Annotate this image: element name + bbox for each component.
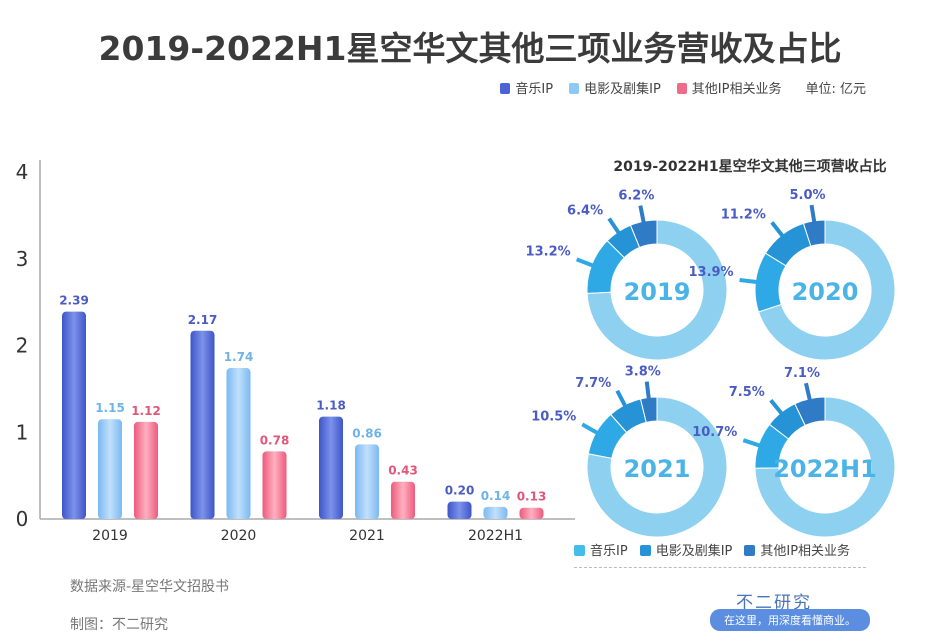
bar-value-label: 1.15 — [95, 401, 125, 415]
bar-film — [483, 506, 508, 519]
bar-other — [134, 421, 158, 519]
donut-leader — [769, 398, 789, 422]
donut-legend: 音乐IP 电影及剧集IP 其他IP相关业务 — [574, 540, 866, 568]
donut-slice — [764, 222, 812, 267]
x-tick-label: 2022H1 — [468, 528, 523, 544]
donut-slice — [586, 240, 625, 295]
bar-other — [519, 507, 544, 519]
donut-legend-music: 音乐IP — [574, 540, 628, 559]
donut-percent-label: 6.2% — [618, 189, 654, 204]
bar-music — [190, 330, 215, 519]
bar-value-label: 2.39 — [59, 294, 89, 308]
donut-slice — [606, 224, 641, 259]
bar-value-label: 2.17 — [188, 313, 218, 327]
bar-film — [226, 368, 251, 519]
legend-music: 音乐IP — [500, 78, 553, 97]
donut-leader — [809, 204, 818, 232]
bar-music — [447, 501, 472, 519]
bar-value-label: 1.12 — [131, 404, 161, 418]
donut-percent-label: 5.0% — [790, 188, 826, 203]
donut-leader — [739, 278, 766, 286]
donut-slice — [768, 403, 806, 440]
y-tick-label: 2 — [16, 334, 29, 358]
donut-slice-music — [586, 396, 728, 538]
x-tick-label: 2020 — [221, 528, 257, 544]
donut-leader — [575, 257, 602, 271]
donut-2022H1: 2022H1 10.7% 7.5% 7.1% — [692, 366, 896, 538]
donut-percent-label: 13.9% — [688, 265, 733, 280]
bar-value-label: 1.18 — [316, 399, 346, 413]
donut-percent-label: 7.7% — [575, 376, 611, 391]
donut-slice — [587, 413, 628, 459]
donut-legend-film: 电影及剧集IP — [639, 540, 732, 559]
donut-center-label: 2022H1 — [773, 455, 877, 483]
bar-value-label: 1.74 — [224, 350, 254, 364]
donut-slice — [754, 423, 790, 469]
bar-value-label: 0.20 — [445, 484, 475, 498]
donut-percent-label: 3.8% — [625, 365, 661, 380]
donut-slice-music — [586, 219, 728, 361]
y-tick-label: 4 — [16, 160, 29, 184]
donut-2021: 2021 10.5% 7.7% 3.8% — [531, 365, 728, 538]
donut-title: 2019-2022H1星空华文其他三项营收占比 — [613, 159, 887, 175]
page-title: 2019-2022H1星空华文其他三项业务营收及占比 — [98, 29, 842, 68]
y-tick-label: 0 — [16, 507, 29, 531]
x-tick-label: 2019 — [92, 528, 128, 544]
donut-percent-label: 7.1% — [784, 366, 820, 381]
donut-percent-label: 10.7% — [692, 425, 737, 440]
maker-note: 制图：不二研究 — [70, 617, 168, 633]
donut-leader — [638, 205, 648, 232]
donut-leader — [615, 389, 632, 415]
bar-value-label: 0.14 — [481, 489, 511, 503]
brand-logo: 不二研究 — [736, 593, 812, 613]
bar-film — [355, 444, 379, 519]
bar-film — [98, 419, 122, 519]
y-tick-label: 3 — [16, 247, 29, 271]
donut-percent-label: 13.2% — [526, 244, 571, 259]
donut-leader — [644, 381, 652, 408]
unit-label: 单位: 亿元 — [805, 82, 866, 97]
donut-leader — [804, 382, 814, 409]
donut-legend-other: 其他IP相关业务 — [744, 540, 850, 559]
donut-center-label: 2020 — [792, 278, 859, 306]
bar-other — [262, 451, 287, 519]
donut-center-label: 2019 — [624, 278, 691, 306]
donut-leader — [770, 221, 790, 245]
donut-leader — [742, 438, 769, 451]
donut-2019: 2019 13.2% 6.4% 6.2% — [526, 189, 728, 361]
legend-film: 电影及剧集IP — [569, 78, 661, 97]
brand-slogan: 在这里，用深度看懂商业。 — [710, 609, 870, 631]
bar-value-label: 0.86 — [352, 426, 382, 440]
legend-other: 其他IP相关业务 — [676, 78, 781, 97]
donut-percent-label: 7.5% — [729, 385, 765, 400]
donut-2020: 2020 13.9% 11.2% 5.0% — [688, 188, 896, 361]
donut-slice — [754, 252, 787, 313]
donut-leader — [607, 217, 626, 242]
bar-music — [319, 416, 343, 519]
source-note: 数据来源-星空华文招股书 — [70, 579, 230, 595]
donut-percent-label: 6.4% — [567, 204, 603, 219]
donut-percent-label: 10.5% — [531, 409, 576, 424]
donut-slice-music — [757, 219, 896, 361]
x-tick-label: 2021 — [349, 528, 385, 544]
donut-leader — [581, 422, 606, 440]
donut-slice-music — [754, 396, 896, 538]
bar-value-label: 0.13 — [517, 490, 547, 504]
bar-legend: 音乐IP 电影及剧集IP 其他IP相关业务 单位: 亿元 — [500, 78, 866, 97]
y-tick-label: 1 — [16, 420, 29, 444]
donut-center-label: 2021 — [624, 455, 691, 483]
bar-value-label: 0.43 — [388, 464, 418, 478]
bar-other — [391, 481, 415, 519]
bar-value-label: 0.78 — [260, 433, 290, 447]
donut-percent-label: 11.2% — [721, 207, 766, 222]
bar-music — [62, 311, 86, 519]
